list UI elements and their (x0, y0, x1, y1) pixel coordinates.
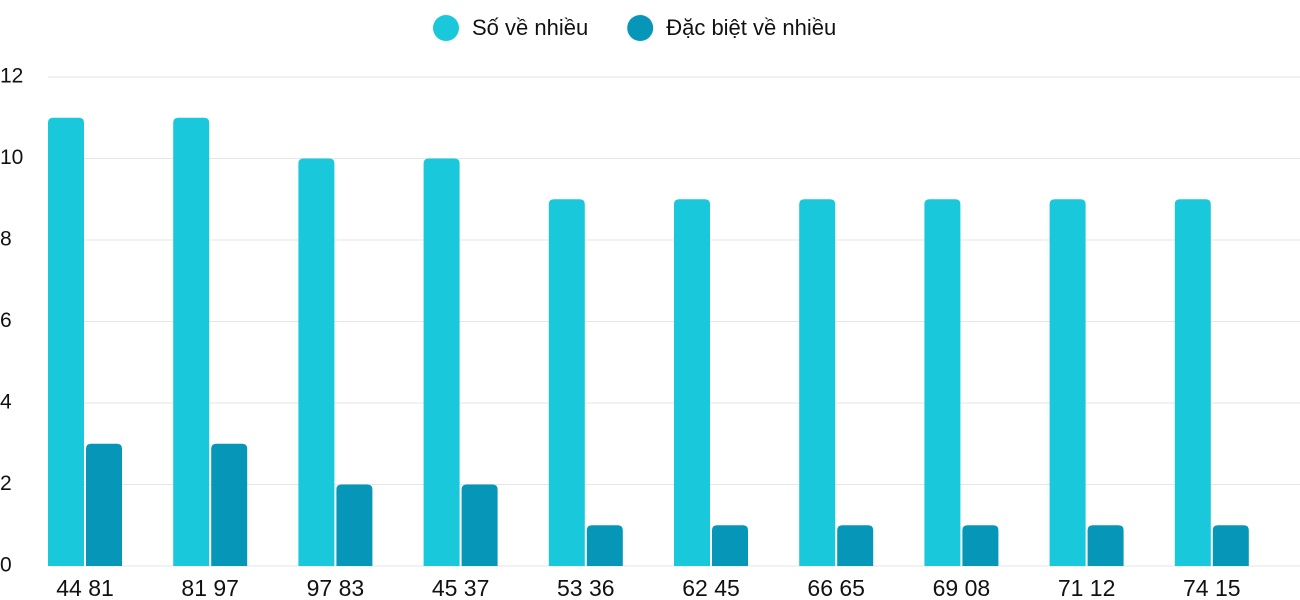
y-tick-label: 4 (0, 391, 12, 414)
bar (48, 117, 84, 566)
bar (1212, 525, 1249, 566)
x-tick-label: 53 36 (557, 575, 615, 600)
bar (211, 443, 248, 566)
y-tick-label: 6 (0, 309, 12, 332)
x-tick-label: 45 37 (432, 575, 490, 600)
bar (962, 525, 999, 566)
x-tick-label: 97 83 (307, 575, 365, 600)
bar (1049, 199, 1086, 566)
x-tick-label: 81 97 (181, 575, 239, 600)
y-tick-label: 12 (0, 65, 23, 88)
x-tick-label: 62 45 (682, 575, 740, 600)
bar (799, 199, 836, 566)
bar (173, 117, 210, 566)
bar (1174, 199, 1211, 566)
bar (461, 484, 498, 566)
x-tick-label: 71 12 (1058, 575, 1116, 600)
x-tick-label: 66 65 (807, 575, 865, 600)
bar (586, 525, 623, 566)
legend-label: Đặc biệt về nhiều (666, 15, 836, 40)
legend-marker (627, 15, 654, 41)
bar (86, 443, 122, 566)
bar (423, 158, 460, 566)
bar (837, 525, 874, 566)
legend-marker (433, 15, 459, 41)
bar (336, 484, 373, 566)
bar (1087, 525, 1124, 566)
bar (712, 525, 748, 566)
y-tick-label: 0 (0, 554, 12, 577)
y-tick-label: 10 (0, 146, 23, 169)
bar (548, 199, 585, 566)
bar (924, 199, 961, 566)
bar (298, 158, 335, 566)
y-tick-label: 2 (0, 472, 12, 495)
x-tick-label: 44 81 (56, 575, 114, 600)
bar (674, 199, 710, 566)
legend-label: Số về nhiều (472, 15, 588, 40)
x-tick-label: 69 08 (933, 575, 991, 600)
x-tick-label: 74 15 (1183, 575, 1241, 600)
y-tick-label: 8 (0, 228, 12, 251)
